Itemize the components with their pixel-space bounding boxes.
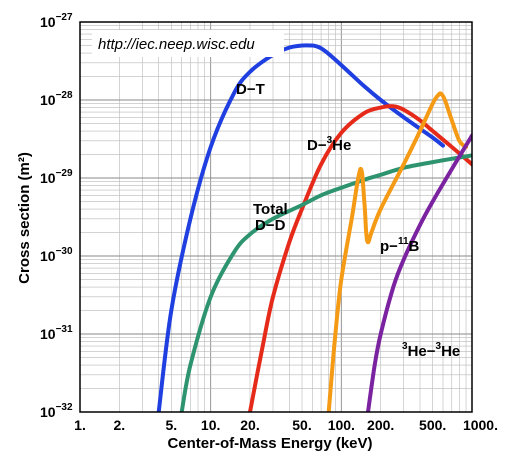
label-pb11-rest: B bbox=[409, 238, 420, 255]
label-dt: D−T bbox=[236, 81, 265, 98]
label-dhe3-sup: 3 bbox=[327, 135, 333, 146]
y-tick-base: 10 bbox=[40, 92, 56, 108]
x-tick-label: 50. bbox=[292, 417, 311, 433]
x-tick-label: 1. bbox=[74, 417, 86, 433]
label-dhe3: D−3He bbox=[307, 135, 351, 154]
curve-labels: D−T D−3He Total D−D p−11B 3He−3He bbox=[236, 81, 460, 360]
y-tick-base: 10 bbox=[40, 326, 56, 342]
label-he3he3-rest: He bbox=[441, 343, 460, 360]
label-pb11: p−11B bbox=[380, 236, 420, 255]
x-tick-label: 200. bbox=[367, 417, 394, 433]
y-tick-label: 10−28 bbox=[40, 90, 73, 108]
y-tick-exponent: −29 bbox=[56, 168, 73, 179]
plot-frame bbox=[79, 21, 473, 413]
y-tick-exponent: −31 bbox=[56, 324, 73, 335]
y-tick-exponent: −27 bbox=[56, 12, 73, 23]
y-tick-label: 10−29 bbox=[40, 168, 73, 186]
label-he3he3-mid: He− bbox=[408, 343, 436, 360]
y-tick-base: 10 bbox=[40, 170, 56, 186]
label-pb11-sup: 11 bbox=[398, 236, 409, 247]
series-line-0 bbox=[156, 43, 445, 412]
label-total: Total bbox=[253, 201, 288, 218]
x-tick-label: 2. bbox=[113, 417, 125, 433]
y-tick-exponent: −30 bbox=[56, 246, 73, 257]
annotation-box: http://iec.neep.wisc.edu bbox=[92, 30, 284, 57]
x-tick-labels: 1. 2. 5. 10. 20. 50. 100. 200. 500. 1000. bbox=[74, 417, 498, 433]
y-tick-label: 10−30 bbox=[40, 246, 73, 264]
y-tick-exponent: −32 bbox=[56, 402, 73, 413]
label-he3he3-sup2: 3 bbox=[436, 341, 442, 352]
y-tick-label: 10−32 bbox=[40, 402, 73, 420]
series-curves bbox=[156, 43, 472, 412]
label-he3he3: 3He−3He bbox=[402, 341, 460, 360]
x-tick-label: 500. bbox=[419, 417, 446, 433]
x-axis-title: Center-of-Mass Energy (keV) bbox=[167, 435, 372, 452]
label-dhe3-prefix: D− bbox=[307, 137, 327, 154]
x-tick-label: 100. bbox=[328, 417, 355, 433]
source-url-annotation: http://iec.neep.wisc.edu bbox=[98, 36, 255, 53]
series-line-3 bbox=[326, 91, 468, 412]
y-tick-base: 10 bbox=[40, 404, 56, 420]
y-tick-exponent: −28 bbox=[56, 90, 73, 101]
x-tick-label: 1000. bbox=[463, 417, 498, 433]
series-line-4 bbox=[366, 133, 472, 412]
x-tick-label: 5. bbox=[165, 417, 177, 433]
y-axis-title: Cross section (m²) bbox=[16, 152, 33, 284]
y-tick-label: 10−27 bbox=[40, 12, 73, 30]
x-tick-label: 20. bbox=[240, 417, 259, 433]
label-pb11-prefix: p− bbox=[380, 238, 398, 255]
label-dhe3-rest: He bbox=[332, 137, 351, 154]
series-line-1 bbox=[248, 104, 472, 412]
x-tick-label: 10. bbox=[201, 417, 220, 433]
y-tick-label: 10−31 bbox=[40, 324, 73, 342]
label-he3he3-sup1: 3 bbox=[402, 341, 408, 352]
y-tick-base: 10 bbox=[40, 248, 56, 264]
y-tick-base: 10 bbox=[40, 14, 56, 30]
label-dd: D−D bbox=[255, 217, 286, 234]
